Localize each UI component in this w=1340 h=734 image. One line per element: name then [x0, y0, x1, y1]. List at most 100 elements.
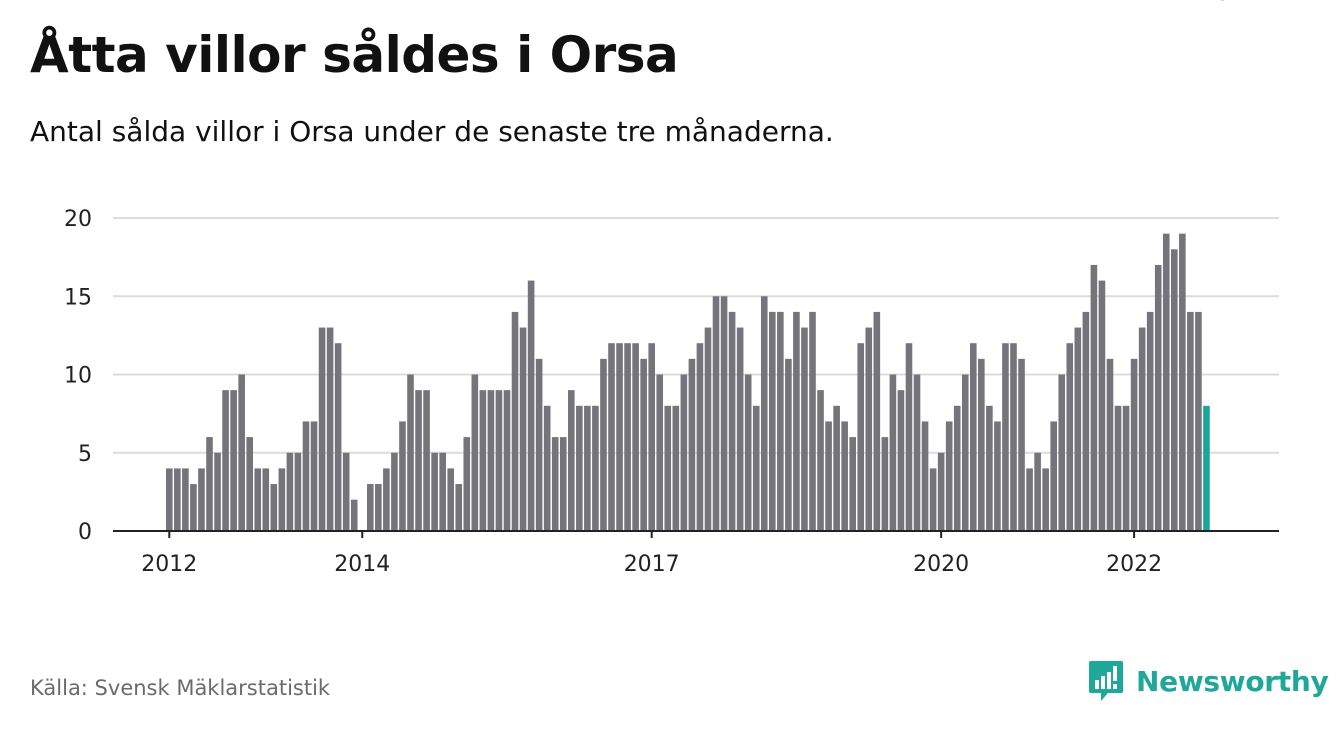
bar — [1018, 358, 1025, 531]
bar — [1098, 280, 1106, 531]
bar — [1122, 405, 1130, 531]
bar — [503, 390, 511, 531]
bar — [310, 421, 318, 531]
y-tick-label: 10 — [64, 364, 92, 389]
bar — [937, 452, 945, 531]
x-tick-label: 2012 — [141, 552, 197, 577]
bar — [841, 421, 848, 531]
bar — [801, 327, 808, 531]
bar — [262, 468, 270, 531]
bar — [696, 343, 704, 531]
bar — [342, 452, 350, 531]
bar — [519, 327, 527, 531]
bar — [535, 358, 543, 531]
bar — [1187, 311, 1194, 531]
bar — [576, 405, 583, 531]
bar — [246, 437, 253, 531]
bar — [439, 452, 446, 531]
bar — [1130, 358, 1138, 531]
bar — [728, 311, 736, 531]
bar — [873, 311, 881, 531]
bar — [1026, 468, 1033, 531]
bar — [616, 343, 623, 531]
bar — [198, 468, 205, 531]
bar — [809, 311, 816, 531]
bar — [230, 390, 237, 531]
bar — [431, 452, 438, 531]
bar — [986, 405, 993, 531]
bar — [889, 374, 897, 531]
bar — [286, 452, 294, 531]
bar — [849, 437, 856, 531]
bar — [945, 421, 953, 531]
bar — [720, 296, 728, 531]
bar — [206, 437, 213, 531]
bar — [833, 405, 840, 531]
bar — [1010, 343, 1017, 531]
chart-subtitle: Antal sålda villor i Orsa under de senas… — [30, 115, 834, 148]
bar — [399, 421, 406, 531]
bar — [897, 390, 905, 531]
bar — [1050, 421, 1057, 531]
bar — [752, 405, 760, 531]
bar — [375, 484, 382, 531]
bar — [1171, 249, 1178, 532]
bar — [584, 405, 591, 531]
bar — [568, 390, 575, 531]
bar — [817, 390, 824, 531]
bar — [423, 390, 430, 531]
bar — [825, 421, 832, 531]
bar — [302, 421, 310, 531]
bar — [1066, 343, 1074, 531]
chart-title: Åtta villor såldes i Orsa — [30, 26, 679, 84]
bar — [592, 405, 599, 531]
bar — [559, 437, 567, 531]
bar — [495, 390, 503, 531]
bar — [632, 343, 639, 531]
bar — [769, 311, 776, 531]
bar — [166, 468, 173, 531]
bar — [1058, 374, 1066, 531]
bar — [254, 468, 262, 531]
bar — [350, 499, 358, 531]
brand-logo[interactable]: Newsworthy — [1088, 660, 1329, 702]
bar — [656, 374, 664, 531]
bar — [1074, 327, 1082, 531]
data-label-background — [1210, 0, 1235, 30]
bar — [744, 374, 752, 531]
bar — [174, 468, 181, 531]
bar — [1195, 311, 1202, 531]
bar — [1090, 264, 1098, 531]
newsworthy-logo-icon — [1089, 661, 1123, 701]
x-tick-label: 2022 — [1106, 552, 1162, 577]
bar — [1154, 264, 1162, 531]
bar — [367, 484, 374, 531]
bar — [680, 374, 688, 531]
y-tick-label: 0 — [78, 520, 92, 545]
bar — [608, 343, 615, 531]
y-tick-label: 5 — [78, 442, 92, 467]
bar — [1082, 311, 1090, 531]
bar — [640, 358, 647, 531]
x-tick-label: 2020 — [913, 552, 969, 577]
bar — [953, 405, 961, 531]
bar — [688, 358, 696, 531]
bar — [978, 358, 985, 531]
bar — [238, 374, 245, 531]
bar — [736, 327, 744, 531]
bar — [551, 437, 559, 531]
bar — [190, 484, 197, 531]
bar — [326, 327, 334, 531]
brand-name: Newsworthy — [1136, 664, 1329, 698]
bar — [270, 484, 278, 531]
bar — [415, 390, 422, 531]
bar — [865, 327, 873, 531]
bar — [543, 405, 551, 531]
bar — [278, 468, 286, 531]
source-note: Källa: Svensk Mäklarstatistik — [30, 676, 331, 700]
bar — [712, 296, 720, 531]
bar — [857, 343, 865, 531]
bar — [760, 296, 768, 531]
bar — [527, 280, 535, 531]
bar — [1002, 343, 1009, 531]
